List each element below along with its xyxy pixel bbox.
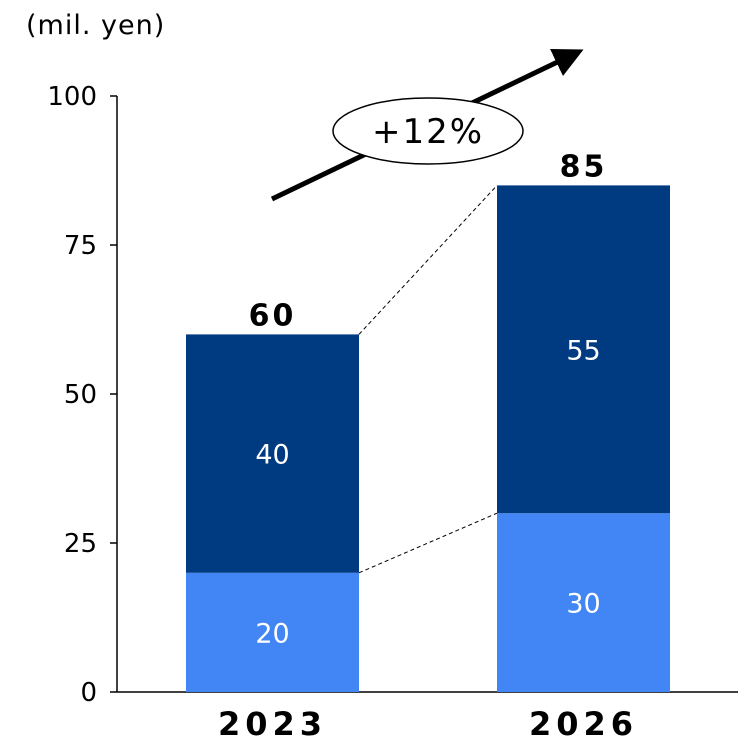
y-tick-label: 75 (64, 231, 97, 261)
segment-value-label: 55 (566, 335, 600, 366)
x-category-label: 2023 (218, 705, 327, 742)
bar-segment (186, 334, 359, 573)
y-tick-label: 50 (64, 380, 97, 410)
segment-value-label: 20 (255, 618, 289, 649)
total-value-label: 85 (560, 149, 608, 184)
bar-segment (497, 185, 670, 514)
y-tick-label: 0 (80, 678, 97, 708)
connector-line (358, 512, 498, 574)
axes: 0 25 50 75 100 (47, 82, 738, 708)
segment-value-label: 40 (255, 440, 289, 471)
bar-segment (497, 513, 670, 692)
total-value-label: 60 (249, 298, 297, 333)
bar-segment (186, 572, 359, 692)
segment-value-label: 30 (566, 589, 600, 620)
connector-line (358, 185, 498, 335)
y-tick-label: 25 (64, 529, 97, 559)
growth-label: +12% (372, 112, 484, 152)
growth-annotation: +12% (270, 48, 584, 202)
connector-lines (358, 185, 498, 574)
y-tick-label: 100 (47, 82, 97, 112)
labels: 20 40 60 2023 30 55 85 2026 (218, 149, 638, 742)
x-category-label: 2026 (529, 705, 638, 742)
bars (186, 185, 670, 692)
y-unit-label: (mil. yen) (26, 10, 166, 41)
growth-ellipse (332, 97, 524, 165)
